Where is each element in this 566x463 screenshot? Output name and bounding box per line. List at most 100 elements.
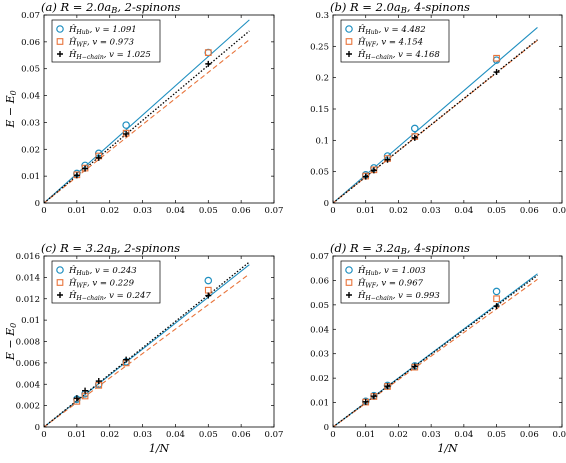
x-tick-label: 0.01 [67, 206, 86, 216]
data-point-hub [122, 121, 130, 129]
legend-label-hub: ĤHub, v = 1.003 [357, 264, 426, 277]
y-axis-title: E − E0​ [4, 323, 18, 361]
y-tick-label: 0.06 [310, 276, 329, 286]
fit-line-wf [43, 39, 250, 204]
y-tick-label: 0.012 [16, 295, 40, 305]
y-axis-title: E − E0​ [4, 90, 18, 128]
x-tick-label: 0.02 [100, 206, 119, 216]
legend-marker-hub [56, 25, 64, 33]
data-point-chain [493, 69, 500, 76]
data-point-chain [370, 393, 377, 400]
data-point-chain [370, 167, 377, 174]
data-point-chain [82, 387, 89, 394]
y-tick-label: 0.05 [310, 301, 329, 311]
data-point-chain [123, 356, 130, 363]
data-point-chain [205, 292, 212, 299]
y-tick-label: 0 [35, 423, 40, 433]
y-tick-label: 0.1 [315, 136, 329, 146]
legend-box [340, 19, 450, 63]
y-tick-label: 0.016 [16, 252, 40, 262]
legend-marker-hub [345, 266, 353, 274]
x-tick-label: 0.03 [133, 206, 152, 216]
data-point-chain [73, 172, 80, 179]
x-tick-label: 0.06 [520, 206, 539, 216]
x-tick-label: 0.03 [133, 430, 152, 440]
y-tick-label: 0.04 [21, 92, 40, 102]
fit-line-wf [43, 273, 250, 428]
data-point-wf [204, 49, 212, 56]
x-tick-label: 0.01 [356, 206, 375, 216]
legend-marker-wf [345, 38, 353, 45]
data-point-chain [411, 363, 418, 370]
data-point-chain [95, 378, 102, 385]
x-tick-label: 0.07 [265, 430, 284, 440]
y-tick-label: 0.02 [21, 145, 40, 155]
x-tick-label: 0.04 [166, 206, 185, 216]
legend-label-wf: ĤWF, v = 0.229 [68, 277, 135, 290]
y-tick-label: 0.07 [21, 11, 40, 21]
y-tick-label: 0.008 [16, 338, 40, 348]
legend-label-hub: ĤHub, v = 1.091 [68, 23, 137, 36]
x-tick-label: 0 [330, 430, 335, 440]
x-tick-label: 0.07 [553, 206, 566, 216]
chart-panel-3: 0 0.01 0.02 0.03 0.04 0.05 0.06 0.07 0 0.002 0.004… [4, 241, 283, 455]
y-tick-label: 0.03 [21, 118, 40, 128]
legend-marker-wf [345, 279, 353, 286]
legend-label-wf: ĤWF, v = 0.967 [357, 277, 424, 290]
fit-line-chain [332, 39, 538, 204]
legend-box [51, 19, 161, 63]
data-point-chain [384, 156, 391, 163]
x-tick-label: 0.04 [454, 430, 473, 440]
legend-label-chain: ĤH−chain, v = 0.247 [68, 289, 151, 302]
y-tick-label: 0.2 [315, 74, 329, 84]
chart-panel-2: 0 0.01 0.02 0.03 0.04 0.05 0.06 0.07 0 0.05 0.1 0.1… [310, 0, 566, 216]
y-tick-label: 0.014 [16, 273, 40, 283]
x-tick-label: 0.03 [422, 430, 441, 440]
legend-marker-chain [57, 292, 63, 298]
x-axis-title: 1/N [437, 442, 458, 455]
y-tick-label: 0.3 [315, 11, 329, 21]
data-point-hub [204, 276, 213, 285]
y-tick-label: 0.25 [310, 42, 329, 52]
panel-title: (d) R = 3.2aB​, 4-spinons [330, 241, 470, 256]
x-tick-label: 0.05 [199, 206, 218, 216]
x-tick-label: 0.06 [232, 430, 251, 440]
legend-label-chain: ĤH−chain, v = 0.993 [357, 289, 440, 302]
data-point-chain [205, 60, 212, 67]
x-tick-label: 0 [41, 206, 46, 216]
fit-line-chain [332, 274, 538, 428]
chart-panel-4: 0 0.01 0.02 0.03 0.04 0.05 0.06 0.07 0 0.01 0.02 0.… [310, 241, 566, 455]
y-tick-label: 0.06 [21, 38, 40, 48]
x-tick-label: 0.07 [265, 206, 284, 216]
x-tick-label: 0.05 [487, 206, 506, 216]
legend-marker-wf [56, 38, 64, 45]
legend-label-wf: ĤWF, v = 0.973 [68, 36, 134, 49]
x-tick-label: 0.05 [199, 430, 218, 440]
data-point-chain [123, 130, 130, 137]
data-point-chain [493, 303, 500, 310]
x-tick-label: 0 [330, 206, 335, 216]
x-tick-label: 0 [41, 430, 46, 440]
legend-marker-wf [56, 279, 64, 286]
x-tick-label: 0.01 [67, 430, 86, 440]
fit-line-chain [43, 261, 250, 428]
y-tick-label: 0.15 [310, 105, 329, 115]
data-point-hub [204, 48, 213, 57]
legend-label-hub: ĤHub, v = 0.243 [68, 264, 137, 277]
x-tick-label: 0.04 [454, 206, 473, 216]
plot-frame [43, 14, 275, 204]
panel-title: (c) R = 3.2aB​, 2-spinons [41, 241, 180, 256]
data-point-chain [73, 395, 80, 402]
y-tick-label: 0.04 [310, 325, 329, 335]
y-tick-label: 0.03 [310, 350, 329, 360]
data-point-chain [362, 173, 369, 180]
data-point-wf [493, 54, 500, 62]
legend-marker-chain [57, 51, 63, 57]
panel-title: (a) R = 2.0aB​, 2-spinons [41, 0, 181, 15]
x-tick-label: 0.04 [166, 430, 185, 440]
y-tick-label: 0.004 [16, 380, 40, 390]
